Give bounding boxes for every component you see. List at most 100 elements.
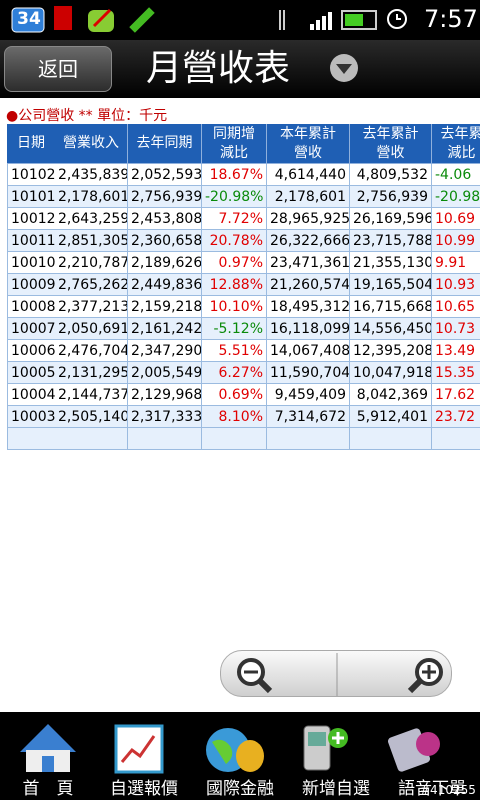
header-cell: 日期 [7,124,55,164]
bottom-nav: 首 頁 自選報價 國際金融 新增自選 語音下單 [0,712,480,800]
nav-item[interactable]: 首 頁 [22,779,74,799]
nav-item[interactable]: 自選報價 [110,779,178,799]
table-cell: 10006 [7,340,55,362]
table-cell: 7.72% [202,208,267,230]
table-cell: 2,189,626 [128,252,202,274]
header-line: 本年累計 [280,126,336,142]
header-line: 去年同期 [136,135,193,151]
watermark: #410255 [420,783,476,797]
table-cell: -5.12% [202,318,267,340]
table-cell: 6.27% [202,362,267,384]
table-cell: 2,360,658 [128,230,202,252]
table-cell: 0.97% [202,252,267,274]
table-cell: 10010 [7,252,55,274]
table-cell: 10101 [7,186,55,208]
table-cell: 10.65 [432,296,480,318]
table-cell: 10004 [7,384,55,406]
header-cell: 營業收入 [55,124,128,164]
header-cell: 去年累 減比 [432,124,480,164]
table-cell: 10007 [7,318,55,340]
header-line: 營收 [376,145,405,161]
table-cell: 2,476,704 [55,340,128,362]
empty-cell [7,428,55,450]
back-button[interactable]: 返回 [4,46,112,92]
table-cell: 16,118,099 [267,318,350,340]
table-cell: 2,449,836 [128,274,202,296]
table-cell: 23,471,361 [267,252,350,274]
table-cell: 18,495,312 [267,296,350,318]
table-cell: 2,756,939 [128,186,202,208]
table-cell: 9,459,409 [267,384,350,406]
title: 月營收表 [146,48,291,89]
table-cell: 13.49 [432,340,480,362]
badge: 34 [17,9,41,29]
nav-item[interactable]: 語音下單 [398,779,466,799]
table-cell: 10102 [7,164,55,186]
table-cell: 2,377,213 [55,296,128,318]
table-cell: -4.06 [432,164,480,186]
empty-cell [202,428,267,450]
dropdown[interactable] [328,52,360,84]
table-cell: 2,317,333 [128,406,202,428]
empty-cell [267,428,350,450]
table-cell: 2,643,259 [55,208,128,230]
table-cell: 2,005,549 [128,362,202,384]
header-cell: 同期增 減比 [202,124,267,164]
table-cell: 20.78% [202,230,267,252]
table-cell: 2,347,290 [128,340,202,362]
nav-item[interactable]: 國際金融 [206,779,274,799]
table-cell: 4,809,532 [350,164,432,186]
table-cell: 2,851,305 [55,230,128,252]
header-line: 營收 [294,145,322,161]
empty-cell [55,428,128,450]
header-cell: 去年累計 營收 [350,124,432,164]
empty-cell [128,428,202,450]
table-cell: 5.51% [202,340,267,362]
table-cell: -20.98% [202,186,267,208]
table-cell: 2,210,787 [55,252,128,274]
header-line: 去年累 [440,126,480,142]
header-line: 減比 [447,145,476,161]
table-cell: 2,178,601 [55,186,128,208]
zoom-icons[interactable] [221,651,453,698]
table-cell: 10.10% [202,296,267,318]
header-line: 日期 [17,135,45,151]
table-cell: 10008 [7,296,55,318]
table-cell: 2,435,839 [55,164,128,186]
table-cell: 28,965,925 [267,208,350,230]
status-icons [11,6,407,33]
table-cell: 18.67% [202,164,267,186]
table-cell: 19,165,504 [350,274,432,296]
header-line: 去年累計 [362,126,419,142]
table-cell: 2,453,808 [128,208,202,230]
status-bar: 34 7:57 [0,0,480,40]
header-cell: 本年累計 營收 [267,124,350,164]
table-cell: 2,159,218 [128,296,202,318]
table-cell: 26,322,666 [267,230,350,252]
header: 返回 月營收表 [0,40,480,98]
header-line: 減比 [220,145,248,161]
table-cell: 2,050,691 [55,318,128,340]
table-cell: 2,052,593 [128,164,202,186]
table-cell: 21,260,574 [267,274,350,296]
table-cell: 10003 [7,406,55,428]
table-cell: 10009 [7,274,55,296]
nav-item[interactable]: 新增自選 [302,779,370,799]
header-cell: 去年同期 [128,124,202,164]
table-cell: 0.69% [202,384,267,406]
table-cell: 2,505,140 [55,406,128,428]
table-cell: 4,614,440 [267,164,350,186]
table-cell: 5,912,401 [350,406,432,428]
table-cell: 16,715,668 [350,296,432,318]
table-cell: 10005 [7,362,55,384]
table-cell: 2,131,295 [55,362,128,384]
table-cell: 12.88% [202,274,267,296]
table-cell: 23.72 [432,406,480,428]
table-cell: 8,042,369 [350,384,432,406]
table-cell: 2,765,262 [55,274,128,296]
table-cell: 23,715,788 [350,230,432,252]
empty-cell [432,428,480,450]
table-cell: 10,047,918 [350,362,432,384]
nav-icons [20,724,440,774]
